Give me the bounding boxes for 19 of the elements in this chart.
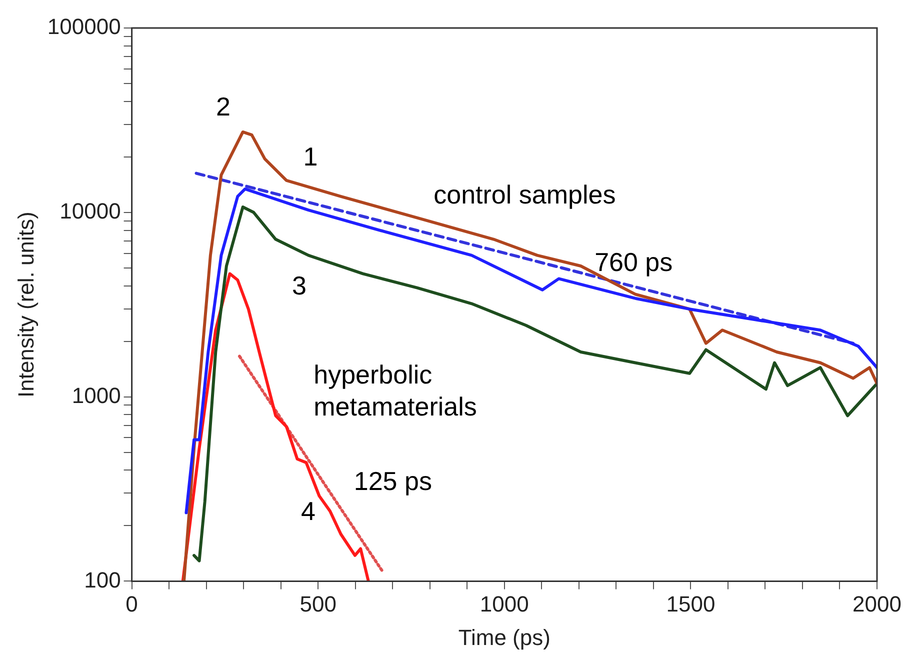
annotation: hyperbolic metamaterials [314,360,477,422]
y-tick-label: 100000 [47,14,121,40]
x-tick-label: 0 [126,591,138,616]
y-tick-label: 10000 [60,198,121,224]
x-tick-label: 1500 [666,591,716,616]
annotation: 760 ps [594,246,673,277]
y-tick-label: 1000 [72,382,121,408]
x-axis-title: Time (ps) [458,624,550,650]
x-tick-label: 1000 [480,591,529,616]
annotation: 3 [292,270,306,301]
x-tick-label: 2000 [852,591,902,616]
x-tick-label: 500 [300,591,336,616]
annotation: 2 [216,91,230,122]
y-tick-label: 100 [84,567,121,592]
y-axis-title: Intensity (rel. units) [13,212,38,398]
annotation: 4 [300,496,316,526]
annotation: 1 [303,142,318,172]
annotation: 125 ps [354,466,432,496]
annotation: control samples [434,179,616,210]
